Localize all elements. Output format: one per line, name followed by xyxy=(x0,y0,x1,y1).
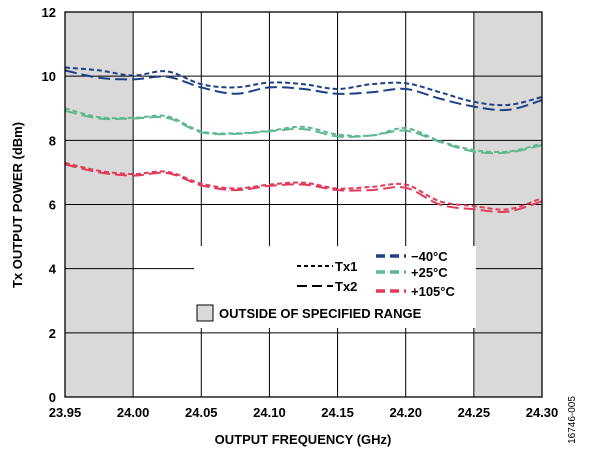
legend-background xyxy=(194,246,476,328)
y-tick-labels: 0 2 4 6 8 10 12 xyxy=(42,5,57,405)
x-tick-label: 24.15 xyxy=(321,405,354,420)
figure-id: 16746-005 xyxy=(567,396,578,444)
y-axis-title: Tx OUTPUT POWER (dBm) xyxy=(10,122,25,288)
series-lines xyxy=(64,66,543,213)
series-line-0 xyxy=(64,66,543,107)
y-tick-label: 12 xyxy=(42,5,56,20)
series-line-4 xyxy=(64,161,543,211)
legend-plus25-label: +25°C xyxy=(411,265,448,280)
series-line-2 xyxy=(64,107,543,154)
series-line-5 xyxy=(64,163,543,213)
y-tick-label: 4 xyxy=(49,262,57,277)
x-tick-label: 23.95 xyxy=(49,405,82,420)
x-tick-label: 24.25 xyxy=(458,405,491,420)
plot-frame xyxy=(64,11,543,398)
legend-tx1-label: Tx1 xyxy=(335,259,357,274)
x-tick-label: 24.00 xyxy=(117,405,150,420)
y-tick-label: 0 xyxy=(49,390,56,405)
y-tick-label: 8 xyxy=(49,133,56,148)
series-line-3 xyxy=(64,109,543,155)
legend-shaded-label: OUTSIDE OF SPECIFIED RANGE xyxy=(219,306,422,321)
legend-shaded-swatch xyxy=(196,304,214,322)
x-tick-label: 24.05 xyxy=(185,405,218,420)
legend-plus105-label: +105°C xyxy=(411,284,455,299)
y-tick-label: 2 xyxy=(49,326,56,341)
y-tick-label: 10 xyxy=(42,69,56,84)
x-axis-title: OUTPUT FREQUENCY (GHz) xyxy=(215,432,392,447)
grid xyxy=(64,11,543,398)
legend: Tx1 Tx2 −40°C +25°C +105°C OUTSIDE OF SP… xyxy=(194,246,476,328)
legend-tx2-label: Tx2 xyxy=(335,279,357,294)
x-tick-label: 24.10 xyxy=(253,405,286,420)
x-tick-labels: 23.95 24.00 24.05 24.10 24.15 24.20 24.25 24.30 xyxy=(49,405,559,420)
legend-minus40-label: −40°C xyxy=(411,249,448,264)
x-tick-label: 24.20 xyxy=(389,405,422,420)
y-tick-label: 6 xyxy=(49,198,56,213)
series-line-1 xyxy=(64,69,543,112)
x-tick-label: 24.30 xyxy=(526,405,559,420)
